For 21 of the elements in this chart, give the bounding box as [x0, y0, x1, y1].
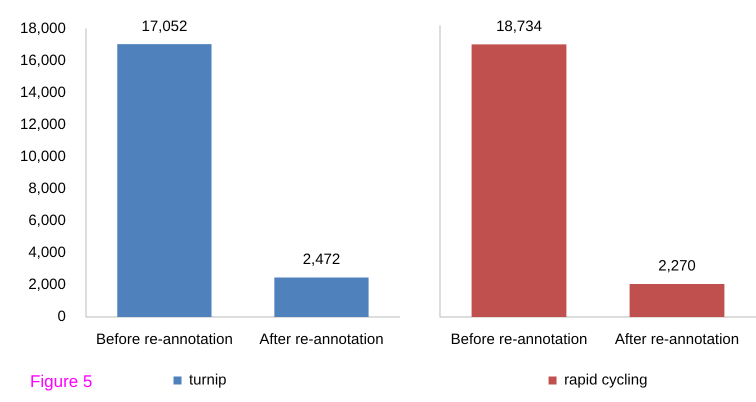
y-tick-label: 14,000	[20, 84, 66, 102]
y-tick-label: 6,000	[28, 212, 66, 230]
y-tick-label: 18,000	[20, 20, 66, 38]
x-tick-label: After re-annotation	[259, 331, 384, 348]
legend-label: rapid cycling	[564, 372, 648, 389]
y-tick-label: 0	[58, 308, 66, 326]
y-tick-label: 16,000	[20, 52, 66, 70]
legend-label: turnip	[188, 372, 227, 389]
data-label: 2,472	[302, 251, 340, 268]
y-tick-label: 2,000	[28, 276, 66, 294]
y-tick-label: 8,000	[28, 180, 66, 198]
x-tick-label: Before re-annotation	[96, 331, 233, 348]
x-tick-label: Before re-annotation	[450, 331, 588, 348]
data-label: 18,734	[496, 18, 542, 36]
y-tick-label: 4,000	[28, 244, 66, 262]
y-tick-label: 10,000	[20, 148, 66, 166]
y-tick-label: 12,000	[20, 116, 66, 134]
data-label: 17,052	[141, 18, 188, 35]
x-tick-label: After re-annotation	[614, 331, 740, 348]
caption: Figure 5	[30, 372, 92, 392]
data-label: 2,270	[658, 258, 696, 275]
